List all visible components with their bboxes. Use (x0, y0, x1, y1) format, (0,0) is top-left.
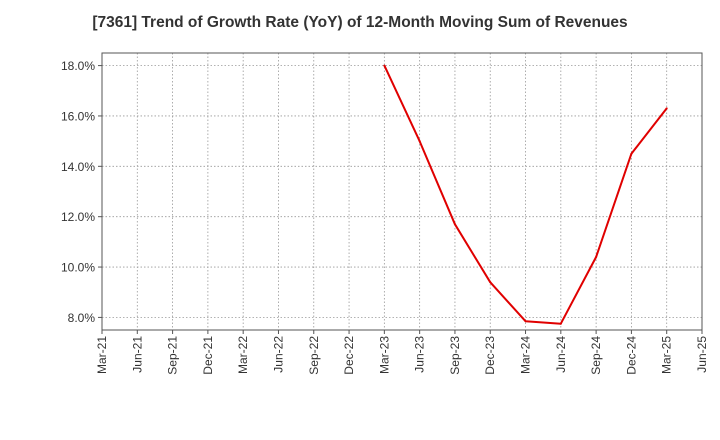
x-tick-label: Mar-22 (236, 336, 250, 374)
x-tick-label: Mar-23 (377, 336, 391, 374)
data-point (524, 320, 527, 323)
plot-frame (101, 52, 703, 331)
data-point (489, 281, 492, 284)
x-tick-label: Jun-24 (554, 336, 568, 373)
y-tick-label: 14.0% (61, 160, 95, 174)
data-point (559, 322, 562, 325)
y-tick-label: 10.0% (61, 261, 95, 275)
data-point (665, 107, 668, 110)
y-tick-label: 12.0% (61, 210, 95, 224)
x-tick-label: Sep-21 (166, 336, 180, 375)
y-tick-label: 18.0% (61, 59, 95, 73)
x-tick-label: Mar-21 (95, 336, 109, 374)
x-tick-label: Mar-25 (660, 336, 674, 374)
y-tick-label: 16.0% (61, 109, 95, 123)
x-tick-label: Dec-21 (201, 336, 215, 375)
chart-title: [7361] Trend of Growth Rate (YoY) of 12-… (92, 14, 628, 31)
x-tick-label: Jun-23 (413, 336, 427, 373)
data-point (383, 64, 386, 67)
x-tick-label: Dec-22 (342, 336, 356, 375)
data-point (595, 255, 598, 258)
x-tick-label: Jun-21 (130, 336, 144, 373)
data-point (418, 140, 421, 143)
data-point (630, 152, 633, 155)
x-tick-label: Sep-24 (589, 336, 603, 375)
x-tick-label: Jun-25 (695, 336, 709, 373)
y-tick-label: 8.0% (68, 311, 96, 325)
data-point (453, 223, 456, 226)
x-tick-label: Dec-23 (483, 336, 497, 375)
x-tick-label: Jun-22 (271, 336, 285, 373)
x-tick-label: Sep-22 (307, 336, 321, 375)
x-tick-label: Mar-24 (519, 336, 533, 374)
x-tick-label: Dec-24 (624, 336, 638, 375)
x-tick-label: Sep-23 (448, 336, 462, 375)
